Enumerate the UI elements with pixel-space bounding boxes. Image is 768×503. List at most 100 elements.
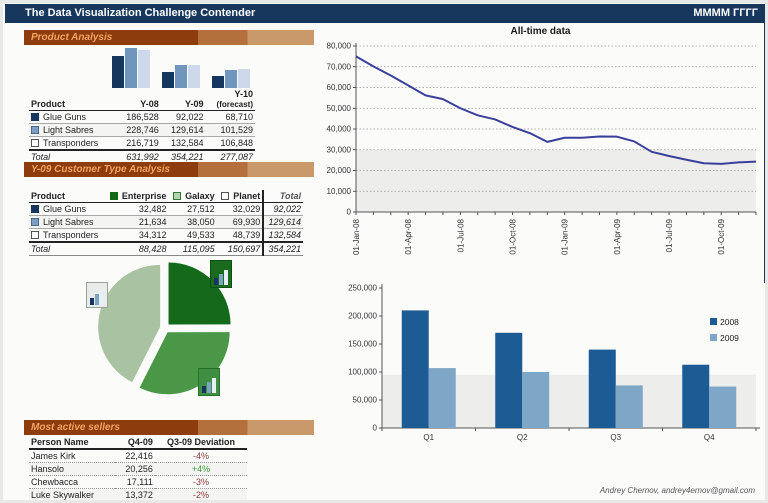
table-row: Chewbacca 17,111 -3%	[29, 475, 247, 489]
legend-label-2008: 2008	[720, 317, 739, 327]
bar-chart-svg: 0 50,000 100,000 150,000 200,000 250,000 Q1 Q2 Q…	[348, 284, 760, 442]
pie-mini-chart-icon-galaxy	[198, 368, 220, 396]
all-time-series-line	[355, 55, 757, 165]
mini-bar	[212, 76, 224, 88]
table-row: Glue Guns 186,528 92,022 68,710	[29, 110, 255, 124]
table-cell: 186,528	[116, 110, 161, 124]
table-cell: 34,312	[104, 228, 169, 243]
svg-text:50,000: 50,000	[353, 396, 378, 405]
table-cell: 32,482	[104, 202, 169, 216]
mini-bar	[175, 65, 187, 88]
mini-bar	[162, 72, 174, 88]
svg-text:Q3: Q3	[610, 433, 621, 442]
table-cell: 150,697	[216, 241, 264, 256]
legend-swatch-2009	[710, 334, 717, 341]
table-row: Hansolo 20,256 +4%	[29, 462, 247, 476]
table-cell: 92,022	[262, 202, 303, 216]
line-chart-svg: 0 10,000 20,000 30,000 40,000 50,000 60,000 70,…	[327, 42, 757, 255]
svg-text:01-Jul-09: 01-Jul-09	[665, 218, 674, 252]
svg-text:60,000: 60,000	[327, 83, 352, 92]
column-header-galaxy: Galaxy	[168, 190, 217, 203]
bar-2009-Q1	[428, 368, 456, 428]
table-row: Transponders 34,312 49,533 48,739 132,584	[29, 228, 303, 243]
table-cell: 115,095	[168, 241, 217, 256]
table-cell: 132,584	[262, 228, 303, 243]
legend-label-2009: 2009	[720, 333, 739, 343]
table-cell: 32,029	[216, 202, 264, 216]
table-header-row: Person Name Q4-09 Q3-09 Deviation	[29, 436, 247, 450]
column-header-y08: Y-08	[116, 88, 161, 111]
column-header-deviation: Q3-09 Deviation	[154, 436, 247, 450]
svg-text:01-Oct-09: 01-Oct-09	[717, 218, 726, 254]
mini-bar-group-Y-08	[112, 48, 150, 88]
table-cell: 228,746	[116, 123, 161, 137]
svg-text:250,000: 250,000	[348, 284, 377, 293]
mini-bar	[112, 56, 124, 88]
table-cell: 132,584	[160, 136, 206, 151]
most-active-sellers-table: Person Name Q4-09 Q3-09 Deviation James …	[29, 436, 247, 502]
section-title: Product Analysis	[31, 32, 113, 43]
pie-mini-chart-icon-planet	[86, 282, 108, 308]
all-time-line-chart: All-time data 0 10,000 20,000 30,000 40,000 5…	[318, 26, 763, 274]
svg-text:10,000: 10,000	[327, 187, 352, 196]
pie-slice-planet	[98, 264, 161, 383]
mini-bar	[188, 65, 200, 88]
mini-bar	[138, 50, 150, 88]
svg-text:Q2: Q2	[517, 433, 528, 442]
table-cell: 27,512	[168, 202, 217, 216]
column-header-planet: Planet	[216, 190, 264, 203]
svg-text:0: 0	[373, 424, 378, 433]
table-cell: 106,848	[205, 136, 255, 151]
svg-text:40,000: 40,000	[327, 125, 352, 134]
svg-text:70,000: 70,000	[327, 62, 352, 71]
table-cell: 129,614	[262, 215, 303, 229]
bar-2009-Q2	[522, 372, 550, 428]
table-row: Luke Skywalker 13,372 -2%	[29, 488, 247, 502]
table-cell: 68,710	[205, 110, 255, 124]
mini-bar-group-Y-10 (forecast)	[212, 69, 250, 88]
product-analysis-table: Product Y-08 Y-09 Y-10 (forecast) Glue Gu…	[29, 88, 255, 164]
table-cell: 101,529	[205, 123, 255, 137]
quarterly-bar-chart: 0 50,000 100,000 150,000 200,000 250,000 Q1 Q2 Q…	[336, 278, 764, 478]
bar-2008-Q3	[588, 349, 616, 428]
section-header-customer-analysis: Y-09 Customer Type Analysis	[24, 162, 314, 177]
section-title: Y-09 Customer Type Analysis	[31, 164, 171, 175]
mini-bar	[225, 70, 237, 88]
svg-text:30,000: 30,000	[327, 145, 352, 154]
title-bar: The Data Visualization Challenge Contend…	[5, 4, 768, 23]
product-yearly-mini-bar-chart	[24, 46, 314, 88]
table-cell: 49,533	[168, 228, 217, 243]
table-row: James Kirk 22,416 -4%	[29, 449, 247, 463]
table-total-row: Total 88,428 115,095 150,697 354,221	[29, 241, 303, 256]
table-row: Light Sabres 228,746 129,614 101,529	[29, 123, 255, 137]
table-cell: 38,050	[168, 215, 217, 229]
author-credit: Andrey Chernov, andrey4ernov@gmail.com	[599, 486, 755, 495]
bar-2008-Q1	[401, 310, 429, 428]
legend-swatch-enterprise	[109, 192, 118, 200]
svg-text:0: 0	[347, 208, 352, 217]
pie-slice-enterprise	[168, 262, 231, 325]
svg-text:80,000: 80,000	[327, 42, 352, 51]
table-cell: 48,739	[216, 228, 264, 243]
svg-text:01-Oct-08: 01-Oct-08	[509, 218, 518, 254]
customer-share-pie-chart	[80, 256, 260, 414]
svg-text:100,000: 100,000	[348, 368, 377, 377]
chart-title: All-time data	[510, 26, 571, 37]
column-header-q4-09: Q4-09	[114, 436, 155, 450]
svg-text:Q1: Q1	[423, 433, 434, 442]
table-header-row: Product Enterprise Galaxy Planet Total	[29, 190, 303, 203]
table-cell: 216,719	[116, 136, 161, 151]
section-header-most-active-sellers: Most active sellers	[24, 420, 314, 435]
svg-text:50,000: 50,000	[327, 104, 352, 113]
forecast-note: (forecast)	[216, 100, 253, 109]
legend-swatch-planet	[221, 192, 230, 200]
svg-text:01-Apr-09: 01-Apr-09	[613, 218, 622, 254]
column-header-person-name: Person Name	[29, 436, 115, 450]
mini-bar	[125, 48, 137, 88]
bar-2008-Q2	[495, 332, 523, 428]
bar-2008-Q4	[682, 364, 710, 428]
column-header-total: Total	[262, 190, 303, 203]
table-row: Glue Guns 32,482 27,512 32,029 92,022	[29, 202, 303, 216]
table-row: Light Sabres 21,634 38,050 69,930 129,614	[29, 215, 303, 229]
